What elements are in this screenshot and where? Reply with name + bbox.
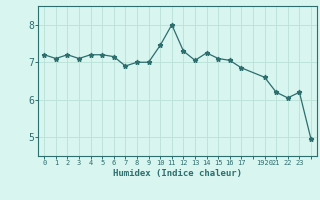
X-axis label: Humidex (Indice chaleur): Humidex (Indice chaleur) bbox=[113, 169, 242, 178]
